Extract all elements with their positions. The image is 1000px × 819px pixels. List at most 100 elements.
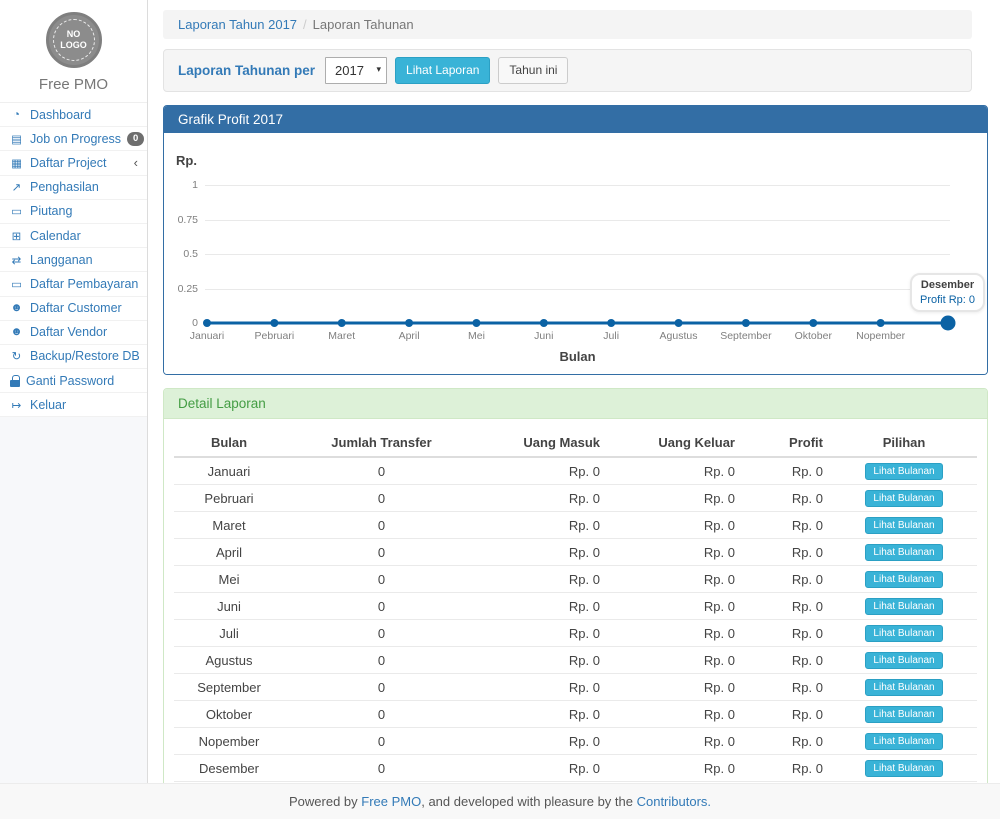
view-month-button[interactable]: Lihat Bulanan (865, 463, 942, 480)
breadcrumb-link[interactable]: Laporan Tahun 2017 (178, 17, 297, 32)
dashboard-icon: ◔ (9, 109, 24, 121)
column-header: Jumlah Transfer (284, 429, 479, 457)
table-row: Juni0Rp. 0Rp. 0Rp. 0Lihat Bulanan (174, 593, 977, 620)
view-month-button[interactable]: Lihat Bulanan (865, 679, 942, 696)
lock-icon (9, 375, 20, 387)
table-row: Maret0Rp. 0Rp. 0Rp. 0Lihat Bulanan (174, 512, 977, 539)
data-point-maret[interactable] (338, 319, 346, 327)
x-tick-label: September (720, 330, 771, 342)
data-point-agustus[interactable] (675, 319, 683, 327)
sidebar-item-label: Backup/Restore DB (30, 349, 140, 363)
column-header: Pilihan (831, 429, 977, 457)
footer-link-contributors[interactable]: Contributors. (637, 794, 711, 809)
users-icon: ☻ (9, 326, 24, 338)
footer-link-free-pmo[interactable]: Free PMO (361, 794, 421, 809)
header-row: BulanJumlah TransferUang MasukUang Kelua… (174, 429, 977, 457)
sidebar-item-label: Ganti Password (26, 374, 114, 388)
tooltip-title: Desember (920, 279, 975, 291)
data-point-desember[interactable] (941, 316, 956, 331)
year-select[interactable]: 2017 (325, 57, 387, 84)
view-month-button[interactable]: Lihat Bulanan (865, 571, 942, 588)
view-month-button[interactable]: Lihat Bulanan (865, 733, 942, 750)
page-footer: Powered by Free PMO, and developed with … (0, 783, 1000, 819)
x-axis-label: Bulan (207, 349, 948, 364)
data-point-juli[interactable] (607, 319, 615, 327)
table-cell: 0 (284, 485, 479, 512)
column-header: Profit (743, 429, 831, 457)
view-month-button[interactable]: Lihat Bulanan (865, 760, 942, 777)
table-cell: Rp. 0 (743, 728, 831, 755)
profit-line-series[interactable] (174, 143, 974, 338)
table-cell: Rp. 0 (608, 620, 743, 647)
sidebar-item-label: Calendar (30, 229, 81, 243)
sidebar-item-backup-restore-db[interactable]: ↻Backup/Restore DB (0, 345, 147, 369)
calendar-icon: ⊞ (9, 229, 24, 243)
view-month-button[interactable]: Lihat Bulanan (865, 706, 942, 723)
table-row: Desember0Rp. 0Rp. 0Rp. 0Lihat Bulanan (174, 755, 977, 782)
table-cell: Rp. 0 (479, 512, 608, 539)
breadcrumb: Laporan Tahun 2017/Laporan Tahunan (163, 10, 972, 39)
sidebar-item-penghasilan[interactable]: ↗Penghasilan (0, 176, 147, 200)
table-cell: 0 (284, 512, 479, 539)
data-point-januari[interactable] (203, 319, 211, 327)
table-cell: Rp. 0 (608, 728, 743, 755)
view-month-button[interactable]: Lihat Bulanan (865, 517, 942, 534)
data-point-juni[interactable] (540, 319, 548, 327)
table-cell: Rp. 0 (479, 485, 608, 512)
column-header: Uang Masuk (479, 429, 608, 457)
table-cell: Rp. 0 (743, 620, 831, 647)
sidebar-item-daftar-vendor[interactable]: ☻Daftar Vendor (0, 321, 147, 345)
retweet-icon: ⇄ (9, 253, 24, 267)
column-header: Bulan (174, 429, 284, 457)
sidebar-item-job-on-progress[interactable]: ▤Job on Progress0 (0, 127, 147, 151)
data-point-nopember[interactable] (877, 319, 885, 327)
sidebar: NO LOGO Free PMO ◔Dashboard▤Job on Progr… (0, 0, 148, 783)
table-row: Oktober0Rp. 0Rp. 0Rp. 0Lihat Bulanan (174, 701, 977, 728)
table-cell: Nopember (174, 728, 284, 755)
sidebar-item-ganti-password[interactable]: Ganti Password (0, 369, 147, 393)
data-point-april[interactable] (405, 319, 413, 327)
view-month-button[interactable]: Lihat Bulanan (865, 598, 942, 615)
table-cell: 0 (284, 647, 479, 674)
view-month-button[interactable]: Lihat Bulanan (865, 652, 942, 669)
table-cell: Rp. 0 (479, 701, 608, 728)
sidebar-item-keluar[interactable]: ↦Keluar (0, 393, 147, 417)
table-cell: Agustus (174, 647, 284, 674)
x-tick-label: Pebruari (255, 330, 295, 342)
logo-text: NO LOGO (59, 29, 89, 52)
data-point-oktober[interactable] (809, 319, 817, 327)
sidebar-item-daftar-customer[interactable]: ☻Daftar Customer (0, 297, 147, 321)
table-row: Januari0Rp. 0Rp. 0Rp. 0Lihat Bulanan (174, 457, 977, 485)
profit-chart: Rp.10.750.50.250JanuariPebruariMaretApri… (174, 143, 977, 364)
filter-label: Laporan Tahunan per (178, 63, 315, 78)
current-year-button[interactable]: Tahun ini (498, 57, 568, 85)
sidebar-item-daftar-pembayaran[interactable]: ▭Daftar Pembayaran (0, 272, 147, 296)
sidebar-item-langganan[interactable]: ⇄ Langganan (0, 248, 147, 272)
table-cell: Rp. 0 (479, 457, 608, 485)
table-cell: Rp. 0 (479, 620, 608, 647)
x-tick-label: Januari (190, 330, 224, 342)
data-point-mei[interactable] (472, 319, 480, 327)
data-point-september[interactable] (742, 319, 750, 327)
table-cell: Rp. 0 (608, 755, 743, 782)
data-point-pebruari[interactable] (270, 319, 278, 327)
view-month-button[interactable]: Lihat Bulanan (865, 625, 942, 642)
column-header: Uang Keluar (608, 429, 743, 457)
table-cell: 0 (284, 674, 479, 701)
sidebar-item-daftar-project[interactable]: ▦Daftar Project‹ (0, 151, 147, 175)
table-cell: Juli (174, 620, 284, 647)
sidebar-item-calendar[interactable]: ⊞ Calendar (0, 224, 147, 248)
sidebar-item-label: Piutang (30, 204, 72, 218)
sidebar-item-piutang[interactable]: ▭Piutang (0, 200, 147, 224)
tooltip-value: Profit Rp: 0 (920, 294, 975, 306)
sidebar-item-label: Langganan (30, 253, 93, 267)
view-month-button[interactable]: Lihat Bulanan (865, 544, 942, 561)
table-cell: Rp. 0 (743, 647, 831, 674)
view-month-button[interactable]: Lihat Bulanan (865, 490, 942, 507)
table-cell: Rp. 0 (479, 728, 608, 755)
view-report-button[interactable]: Lihat Laporan (395, 57, 490, 85)
table-cell: Rp. 0 (608, 593, 743, 620)
sidebar-item-dashboard[interactable]: ◔Dashboard (0, 103, 147, 127)
x-tick-label: Nopember (856, 330, 905, 342)
table-cell: April (174, 539, 284, 566)
